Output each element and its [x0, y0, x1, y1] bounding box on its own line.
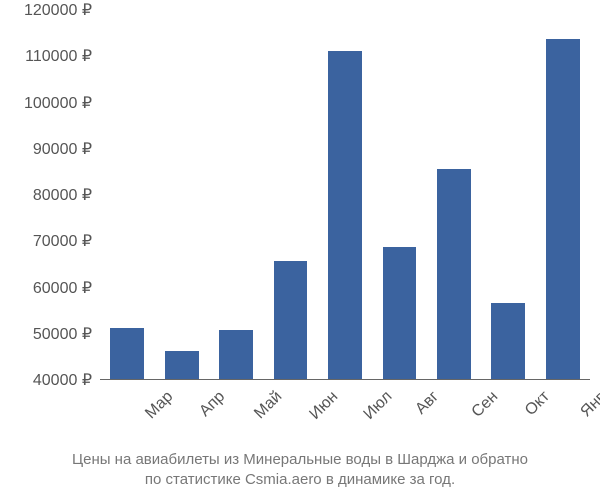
- y-tick-label: 50000 ₽: [33, 324, 92, 344]
- x-tick-label: Июн: [306, 388, 342, 424]
- y-tick-label: 100000 ₽: [24, 93, 92, 113]
- y-tick-label: 90000 ₽: [33, 139, 92, 159]
- caption-line-1: Цены на авиабилеты из Минеральные воды в…: [72, 451, 528, 468]
- x-tick-label: Окт: [522, 388, 554, 420]
- bar: [165, 351, 199, 379]
- price-bar-chart: 40000 ₽ 50000 ₽ 60000 ₽ 70000 ₽ 80000 ₽ 90000…: [0, 0, 600, 500]
- x-tick-label: Май: [251, 388, 286, 423]
- caption-line-2: по статистике Csmia.aero в динамике за г…: [145, 471, 455, 488]
- x-tick-label: Апр: [196, 388, 229, 421]
- y-tick-label: 60000 ₽: [33, 278, 92, 298]
- y-tick-label: 70000 ₽: [33, 231, 92, 251]
- bar: [383, 247, 417, 379]
- bar: [491, 303, 525, 379]
- bar: [110, 328, 144, 379]
- x-tick-label: Сен: [468, 388, 501, 421]
- y-tick-label: 40000 ₽: [33, 370, 92, 390]
- chart-caption: Цены на авиабилеты из Минеральные воды в…: [0, 450, 600, 491]
- bars-container: [100, 10, 590, 379]
- y-tick-label: 120000 ₽: [24, 0, 92, 20]
- bar: [328, 51, 362, 379]
- bar: [437, 169, 471, 379]
- x-tick-label: Июл: [361, 388, 397, 424]
- x-tick-label: Мар: [142, 388, 177, 423]
- y-tick-label: 110000 ₽: [25, 46, 92, 66]
- plot-area: [100, 10, 590, 380]
- bar: [274, 261, 308, 379]
- bar: [219, 330, 253, 379]
- x-tick-label: Янв: [577, 388, 600, 421]
- y-tick-label: 80000 ₽: [33, 185, 92, 205]
- x-tick-label: Авг: [413, 388, 443, 418]
- x-axis-labels: МарАпрМайИюнИюлАвгСенОктЯнв: [100, 384, 590, 444]
- y-axis-labels: 40000 ₽50000 ₽60000 ₽70000 ₽80000 ₽90000…: [0, 10, 96, 380]
- bar: [546, 39, 580, 379]
